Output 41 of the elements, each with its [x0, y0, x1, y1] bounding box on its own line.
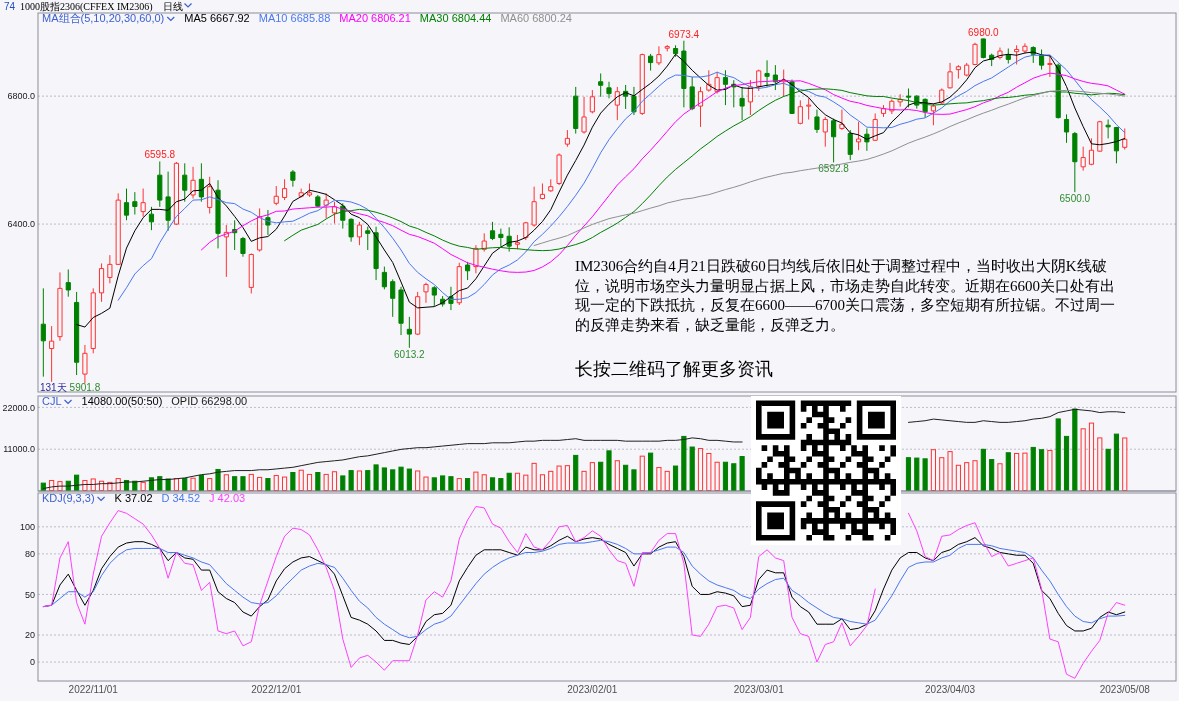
y-tick-label: 50 [25, 589, 35, 600]
legend-label: OPID 66298.00 [171, 395, 248, 407]
legend-label: 14080.00(50:50) [81, 395, 163, 407]
title: 1000股指2306(CFFEX IM2306) [20, 0, 153, 12]
y-tick-label: 11000.0 [3, 444, 35, 455]
annotation: 131天 [40, 381, 67, 393]
value-label: 6980.0 [968, 26, 999, 38]
legend-label: CJL [42, 395, 62, 407]
legend-label: K 37.02 [114, 492, 153, 504]
x-tick-label: 2022/11/01 [68, 684, 118, 695]
annotation: 74 [4, 0, 16, 12]
subtitle: 日线 [162, 0, 183, 12]
x-tick-label: 2023/02/01 [567, 684, 618, 695]
y-tick-label: 6400.0 [7, 219, 35, 230]
y-tick-label: 6800.0 [7, 91, 35, 102]
value-label: 5901.8 [69, 381, 101, 393]
y-tick-label: 80 [25, 549, 35, 560]
y-tick-label: 100 [19, 522, 35, 532]
value-label: 6500.0 [1059, 193, 1091, 205]
x-tick-label: 2023/03/01 [733, 684, 784, 695]
y-tick-label: 20 [25, 630, 35, 641]
value-label: 6595.8 [144, 149, 176, 161]
legend-label: MA20 6806.21 [339, 12, 411, 24]
legend-label: MA5 6667.92 [184, 12, 250, 24]
legend-label: MA30 6804.44 [419, 12, 492, 24]
legend-label: MA组合(5,10,20,30,60,0) [42, 12, 165, 24]
x-tick-label: 2023/05/08 [1099, 684, 1150, 695]
annotation: IM2306合约自4月21日跌破60日均线后依旧处于调整过程中，当时收出大阴K线破位，说明市场空头力量明显占据上风，市场走势自此转变。近期在6600关口处有出现一定的下跌抵抗，反复在6600——6700关口震荡，多空短期有所拉锯。不过周一的反弹走势来看，缺乏量能，反弹乏力。 [575, 257, 1116, 335]
legend-label: KDJ(9,3,3) [42, 492, 95, 504]
value-label: 6973.4 [668, 28, 700, 40]
value-label: 6592.8 [818, 163, 849, 175]
y-tick-label: 0 [30, 657, 35, 668]
legend-label: D 34.52 [161, 492, 201, 504]
legend-label: MA60 6800.24 [500, 12, 572, 24]
annotation: 长按二维码了解更多资讯 [575, 358, 774, 381]
x-tick-label: 2022/12/01 [251, 684, 302, 695]
legend-label: MA10 6685.88 [258, 12, 331, 24]
x-tick-label: 2023/04/03 [925, 684, 976, 695]
legend-label: J 42.03 [209, 492, 246, 504]
value-label: 6013.2 [394, 348, 425, 360]
y-tick-label: 22000.0 [2, 402, 35, 413]
